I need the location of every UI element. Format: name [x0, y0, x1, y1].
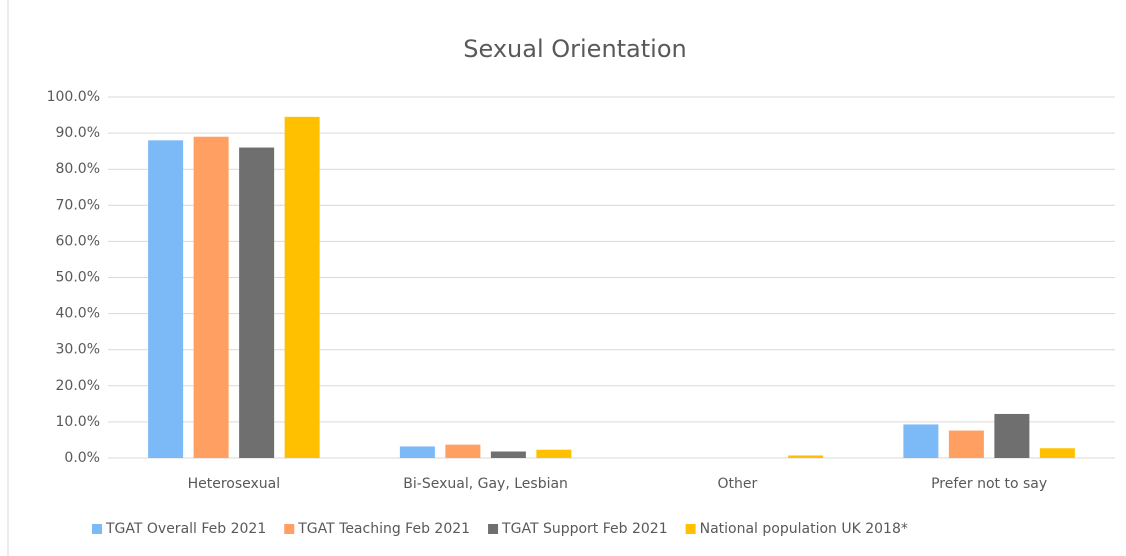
x-tick-label: Bi-Sexual, Gay, Lesbian	[403, 476, 568, 492]
bar	[903, 424, 939, 458]
y-tick-label: 90.0%	[56, 125, 100, 141]
x-tick-label: Prefer not to say	[931, 476, 1047, 492]
bar	[948, 430, 984, 458]
x-tick-label: Heterosexual	[188, 476, 281, 492]
bar	[490, 451, 526, 458]
bar	[193, 136, 229, 458]
y-tick-label: 100.0%	[47, 89, 100, 105]
bar	[1039, 448, 1075, 458]
y-tick-label: 20.0%	[56, 378, 100, 394]
bar	[239, 147, 275, 459]
legend-swatch	[92, 524, 102, 534]
legend-label: TGAT Teaching Feb 2021	[297, 521, 470, 537]
x-tick-label: Other	[717, 476, 757, 492]
bar	[994, 413, 1030, 458]
y-tick-label: 40.0%	[56, 306, 100, 322]
bar	[399, 446, 435, 458]
bar	[536, 449, 572, 458]
chart-title: Sexual Orientation	[463, 35, 687, 63]
y-tick-label: 80.0%	[56, 161, 100, 177]
legend-swatch	[488, 524, 499, 534]
bar	[148, 140, 184, 458]
legend-swatch	[685, 524, 696, 534]
y-tick-label: 0.0%	[64, 450, 100, 466]
bar	[284, 116, 320, 458]
y-tick-label: 10.0%	[56, 414, 100, 430]
y-tick-label: 30.0%	[56, 342, 100, 358]
bar	[788, 455, 824, 458]
legend-swatch	[284, 524, 295, 534]
legend-label: National population UK 2018*	[700, 521, 908, 537]
bar	[445, 444, 481, 458]
legend-label: TGAT Overall Feb 2021	[105, 521, 266, 537]
y-tick-label: 70.0%	[56, 197, 100, 213]
y-tick-label: 60.0%	[56, 233, 100, 249]
y-tick-label: 50.0%	[56, 270, 100, 286]
legend-label: TGAT Support Feb 2021	[501, 521, 668, 537]
